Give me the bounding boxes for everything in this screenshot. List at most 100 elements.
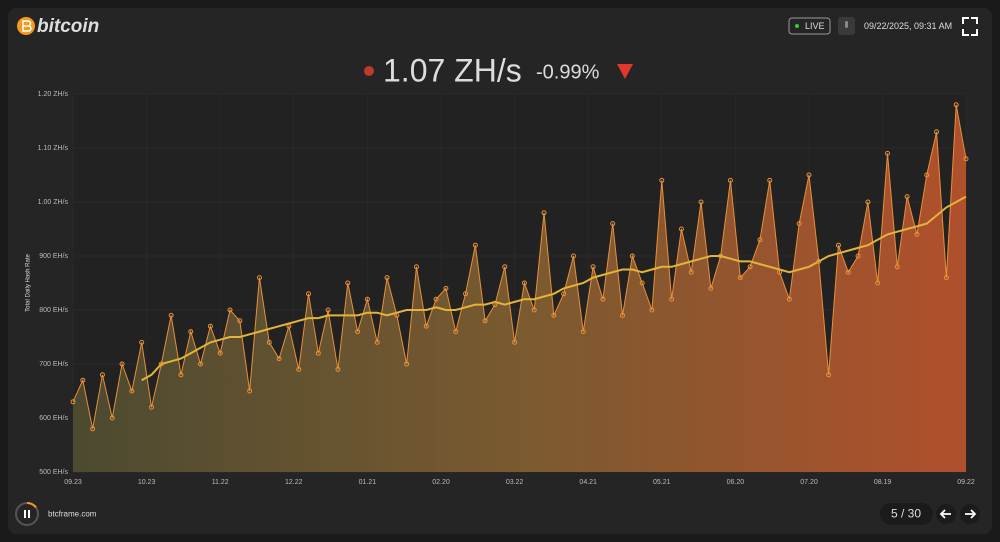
- fullscreen-button[interactable]: [962, 17, 978, 36]
- data-point: [217, 350, 223, 356]
- x-tick-label: 09.23: [64, 479, 82, 486]
- data-point: [727, 177, 733, 183]
- data-point: [335, 366, 341, 372]
- x-tick-label: 07.20: [800, 479, 818, 486]
- data-point: [934, 129, 940, 135]
- x-tick-label: 09.22: [957, 479, 975, 486]
- x-tick-label: 11.22: [212, 479, 229, 486]
- data-point: [678, 226, 684, 232]
- x-tick-label: 08.19: [874, 479, 892, 486]
- data-point: [521, 280, 527, 286]
- headline-value: 1.07 ZH/s: [383, 52, 522, 88]
- data-point: [580, 329, 586, 335]
- data-point: [286, 323, 292, 329]
- data-point: [796, 221, 802, 227]
- data-line: [72, 104, 967, 429]
- data-point: [178, 372, 184, 378]
- data-point: [394, 312, 400, 318]
- data-point: [884, 150, 890, 156]
- data-point: [325, 307, 331, 313]
- data-point: [777, 269, 783, 275]
- data-point: [953, 102, 959, 108]
- y-tick-label: 700 EH/s: [39, 361, 68, 368]
- data-point: [90, 426, 96, 432]
- data-point: [345, 280, 351, 286]
- data-point: [531, 307, 537, 313]
- y-axis-title: Total Daily Hash Rate: [26, 253, 32, 311]
- data-point: [296, 366, 302, 372]
- data-point: [747, 264, 753, 270]
- live-text: LIVE: [805, 21, 825, 31]
- data-point: [639, 280, 645, 286]
- data-point: [875, 280, 881, 286]
- data-point: [99, 372, 105, 378]
- pause-bar: [28, 510, 30, 518]
- x-tick-label: 02.20: [432, 479, 450, 486]
- data-point: [600, 296, 606, 302]
- data-point: [433, 296, 439, 302]
- data-point: [835, 242, 841, 248]
- x-tick-label: 03.22: [506, 479, 524, 486]
- y-tick-label: 1.10 ZH/s: [38, 145, 69, 152]
- x-tick-label: 05.21: [653, 479, 671, 486]
- pager: [880, 503, 933, 525]
- live-dot: [795, 24, 799, 28]
- data-point: [541, 210, 547, 216]
- data-point: [413, 264, 419, 270]
- data-point: [629, 253, 635, 259]
- data-point: [443, 285, 449, 291]
- data-point: [188, 329, 194, 335]
- data-point: [266, 339, 272, 345]
- pager-text: 5 / 30: [891, 507, 921, 521]
- data-point: [502, 264, 508, 270]
- data-point: [708, 285, 714, 291]
- data-point: [894, 264, 900, 270]
- data-point: [276, 356, 282, 362]
- data-point: [865, 199, 871, 205]
- data-point: [512, 339, 518, 345]
- live-badge[interactable]: [788, 17, 831, 35]
- status-dot: [364, 66, 374, 76]
- data-point: [364, 296, 370, 302]
- data-point: [207, 323, 213, 329]
- data-point: [963, 156, 969, 162]
- data-point: [463, 291, 469, 297]
- data-point: [374, 339, 380, 345]
- data-point: [590, 264, 596, 270]
- data-point: [924, 172, 930, 178]
- y-tick-label: 500 EH/s: [39, 469, 68, 476]
- data-point: [718, 253, 724, 259]
- data-point: [80, 377, 86, 383]
- data-point: [737, 275, 743, 281]
- headline-change: -0.99%: [536, 61, 600, 83]
- x-tick-label: 06.20: [727, 479, 745, 486]
- data-point: [129, 388, 135, 394]
- data-point: [561, 291, 567, 297]
- data-point: [453, 329, 459, 335]
- prev-icon: [939, 509, 951, 519]
- next-icon: [965, 509, 977, 519]
- area-fill: [73, 104, 966, 473]
- pause-bar: [24, 510, 26, 518]
- data-point: [384, 275, 390, 281]
- y-tick-label: 600 EH/s: [39, 415, 68, 422]
- x-tick-label: 01.21: [359, 479, 377, 486]
- data-point: [659, 177, 665, 183]
- data-point: [492, 302, 498, 308]
- data-point: [482, 318, 488, 324]
- data-point: [620, 312, 626, 318]
- data-point: [570, 253, 576, 259]
- data-point: [109, 415, 115, 421]
- data-point: [914, 231, 920, 237]
- data-point: [198, 361, 204, 367]
- data-point: [404, 361, 410, 367]
- data-point: [806, 172, 812, 178]
- data-point: [688, 269, 694, 275]
- y-tick-label: 800 EH/s: [39, 307, 68, 314]
- data-point: [610, 221, 616, 227]
- data-point: [149, 404, 155, 410]
- datetime: 09/22/2025, 09:31 AM: [864, 21, 952, 31]
- data-point: [904, 194, 910, 200]
- data-point: [786, 296, 792, 302]
